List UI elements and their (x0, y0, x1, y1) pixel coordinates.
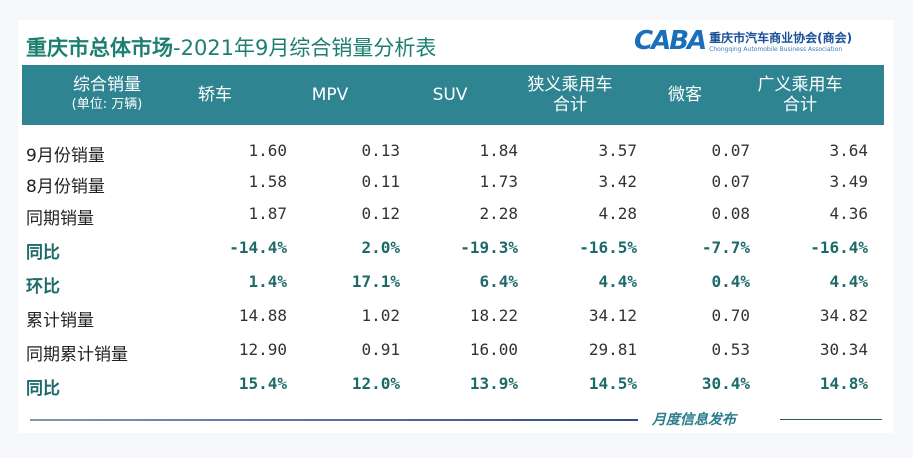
table-row: 累计销量 14.88 1.02 18.22 34.12 0.70 34.82 (22, 302, 884, 332)
table-cell: 2.0% (361, 238, 400, 257)
table-cell: 1.58 (248, 172, 287, 191)
table-cell: 0.08 (711, 204, 750, 223)
row-label: 8月份销量 (26, 177, 105, 197)
table-cell: 1.73 (479, 172, 518, 191)
table-cell: -16.4% (810, 238, 868, 257)
page-title: 重庆市总体市场-2021年9月综合销量分析表 (26, 36, 437, 60)
row-label: 同期销量 (26, 209, 94, 229)
table-cell: 12.0% (351, 374, 400, 393)
table-cell: 3.49 (829, 172, 868, 191)
table-cell: 34.12 (588, 306, 637, 325)
table-cell: 6.4% (479, 272, 518, 291)
table-cell: 16.00 (469, 340, 518, 359)
footer-text: 月度信息发布 (652, 412, 736, 428)
table-cell: 3.64 (829, 141, 868, 160)
logo-mark: CABA (634, 26, 707, 56)
header-col: 狭义乘用车 合计 (527, 75, 613, 115)
table-row: 环比 1.4% 17.1% 6.4% 4.4% 0.4% 4.4% (22, 268, 884, 298)
table-cell: 2.28 (479, 204, 518, 223)
table-cell: -19.3% (460, 238, 518, 257)
table-cell: 4.4% (829, 272, 868, 291)
table-header: 综合销量 (单位: 万辆) 轿车 MPV SUV 狭义乘用车 合计 微客 广义乘用车 合计 (22, 65, 884, 125)
caba-logo: CABA 重庆市汽车商业协会(商会) Chongqing Automobile B… (634, 26, 852, 56)
table-row: 同期累计销量 12.90 0.91 16.00 29.81 0.53 30.34 (22, 336, 884, 366)
table-cell: 0.91 (361, 340, 400, 359)
row-label: 同比 (26, 243, 60, 263)
table-cell: 4.28 (598, 204, 637, 223)
table-cell: 15.4% (238, 374, 287, 393)
table-cell: 34.82 (819, 306, 868, 325)
table-cell: -7.7% (701, 238, 750, 257)
table-cell: 12.90 (238, 340, 287, 359)
table-cell: 0.70 (711, 306, 750, 325)
table-cell: 3.57 (598, 141, 637, 160)
table-row: 同比 15.4% 12.0% 13.9% 14.5% 30.4% 14.8% (22, 370, 884, 400)
table-cell: -14.4% (229, 238, 287, 257)
table-cell: 17.1% (351, 272, 400, 291)
table-cell: 3.42 (598, 172, 637, 191)
table-cell: 1.84 (479, 141, 518, 160)
header-col: 轿车 (198, 85, 232, 105)
table-cell: 1.4% (248, 272, 287, 291)
header-col: 广义乘用车 合计 (757, 75, 843, 115)
header-col: 微客 (668, 85, 702, 105)
table-cell: 1.87 (248, 204, 287, 223)
table-cell: 4.36 (829, 204, 868, 223)
row-label: 环比 (26, 277, 60, 297)
table-cell: 18.22 (469, 306, 518, 325)
table-cell: 0.07 (711, 141, 750, 160)
table-cell: 30.4% (701, 374, 750, 393)
table-cell: 0.12 (361, 204, 400, 223)
table-cell: 0.53 (711, 340, 750, 359)
row-label: 9月份销量 (26, 146, 105, 166)
header-label: 综合销量 (单位: 万辆) (71, 75, 143, 112)
row-label: 同比 (26, 379, 60, 399)
table-cell: 14.5% (588, 374, 637, 393)
footer-divider-right (780, 419, 882, 420)
table-cell: 1.02 (361, 306, 400, 325)
table-cell: 0.11 (361, 172, 400, 191)
table-cell: -16.5% (579, 238, 637, 257)
table-cell: 0.07 (711, 172, 750, 191)
table-cell: 14.8% (819, 374, 868, 393)
footer-divider (30, 419, 638, 421)
table-row: 9月份销量 1.60 0.13 1.84 3.57 0.07 3.64 (22, 137, 884, 167)
table-cell: 14.88 (238, 306, 287, 325)
row-label: 累计销量 (26, 311, 94, 331)
table-cell: 0.13 (361, 141, 400, 160)
header-col: SUV (432, 85, 468, 105)
header-col: MPV (311, 85, 349, 105)
table-row: 同比 -14.4% 2.0% -19.3% -16.5% -7.7% -16.4% (22, 234, 884, 264)
logo-en: Chongqing Automobile Business Associatio… (709, 46, 843, 53)
table-cell: 29.81 (588, 340, 637, 359)
table-row: 8月份销量 1.58 0.11 1.73 3.42 0.07 3.49 (22, 168, 884, 198)
table-row: 同期销量 1.87 0.12 2.28 4.28 0.08 4.36 (22, 200, 884, 230)
table-cell: 30.34 (819, 340, 868, 359)
table-cell: 13.9% (469, 374, 518, 393)
table-cell: 0.4% (711, 272, 750, 291)
logo-cn: 重庆市汽车商业协会(商会) (709, 31, 853, 45)
row-label: 同期累计销量 (26, 345, 128, 365)
table-cell: 1.60 (248, 141, 287, 160)
table-cell: 4.4% (598, 272, 637, 291)
